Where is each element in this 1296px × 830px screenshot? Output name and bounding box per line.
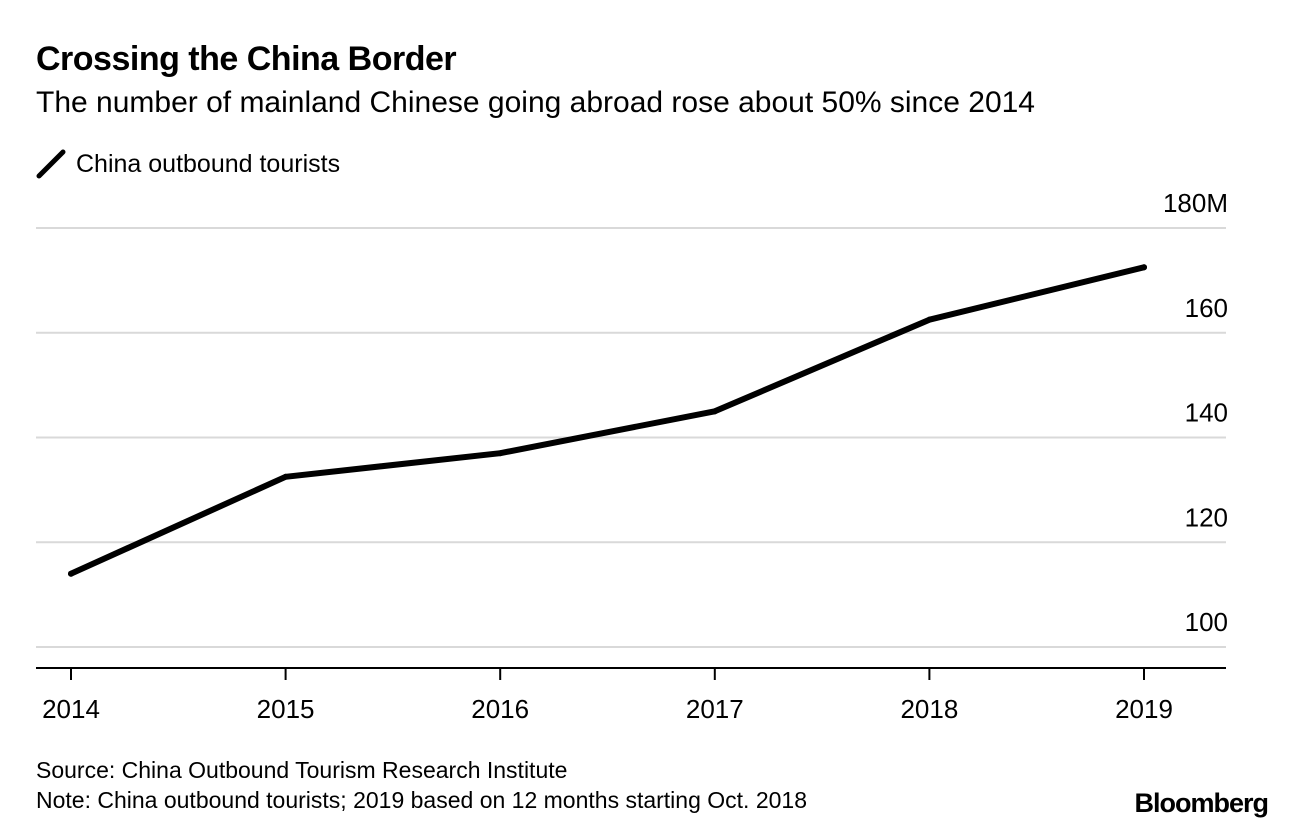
- chart-subtitle: The number of mainland Chinese going abr…: [36, 86, 1035, 119]
- y-tick-label: 160: [1185, 293, 1228, 323]
- bloomberg-logo: Bloomberg: [1134, 788, 1269, 818]
- data-point-2017: [711, 408, 718, 415]
- x-tick-label: 2014: [42, 694, 100, 724]
- x-axis: [36, 667, 1226, 680]
- legend-line-icon: [36, 149, 66, 179]
- series-line-china-outbound-tourists: [68, 264, 1147, 577]
- y-tick-label: 180M: [1163, 188, 1228, 218]
- y-tick-label: 140: [1185, 398, 1228, 428]
- gridlines: [36, 227, 1226, 649]
- data-point-2018: [926, 316, 933, 323]
- footnote: Note: China outbound tourists; 2019 base…: [36, 787, 807, 813]
- data-point-2016: [497, 450, 504, 457]
- y-axis-tick-labels: 100 120 140 160 180M: [1163, 188, 1228, 637]
- legend-label: China outbound tourists: [76, 149, 341, 178]
- legend: China outbound tourists: [36, 146, 340, 182]
- x-tick-label: 2016: [471, 694, 529, 724]
- x-tick-label: 2015: [257, 694, 315, 724]
- y-tick-label: 100: [1185, 607, 1228, 637]
- data-point-2015: [282, 473, 289, 480]
- data-point-2019: [1141, 264, 1147, 271]
- y-tick-label: 120: [1185, 502, 1228, 532]
- x-axis-tick-labels: 2014 2015 2016 2017 2018 2019: [42, 694, 1173, 724]
- chart-title: Crossing the China Border: [36, 40, 457, 78]
- data-point-2014: [68, 570, 74, 577]
- source-note: Source: China Outbound Tourism Research …: [36, 757, 568, 783]
- x-tick-label: 2019: [1115, 694, 1173, 724]
- x-tick-label: 2018: [900, 694, 958, 724]
- x-tick-label: 2017: [686, 694, 744, 724]
- series-lines: [68, 264, 1147, 577]
